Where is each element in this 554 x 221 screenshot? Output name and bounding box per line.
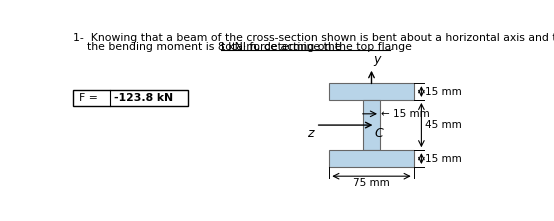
Text: total force acting on the top flange: total force acting on the top flange [221,42,412,52]
Text: 45 mm: 45 mm [425,120,462,130]
Text: .: . [390,42,393,52]
Bar [330,83,414,100]
Text: ← 15 mm: ← 15 mm [382,109,430,119]
Text: the bending moment is 8 kN·m, determine the: the bending moment is 8 kN·m, determine … [73,42,345,52]
Text: C: C [375,127,383,140]
Text: -123.8 kN: -123.8 kN [114,93,173,103]
Bar [330,150,414,167]
Text: y: y [373,53,381,66]
Text: 75 mm: 75 mm [353,178,390,188]
Text: z: z [307,127,314,140]
Bar [73,90,188,106]
Text: F =: F = [79,93,98,103]
Text: 1-  Knowing that a beam of the cross-section shown is bent about a horizontal ax: 1- Knowing that a beam of the cross-sect… [73,33,554,43]
Text: 15 mm: 15 mm [425,154,462,164]
Text: 15 mm: 15 mm [425,87,462,97]
Bar [363,100,380,150]
